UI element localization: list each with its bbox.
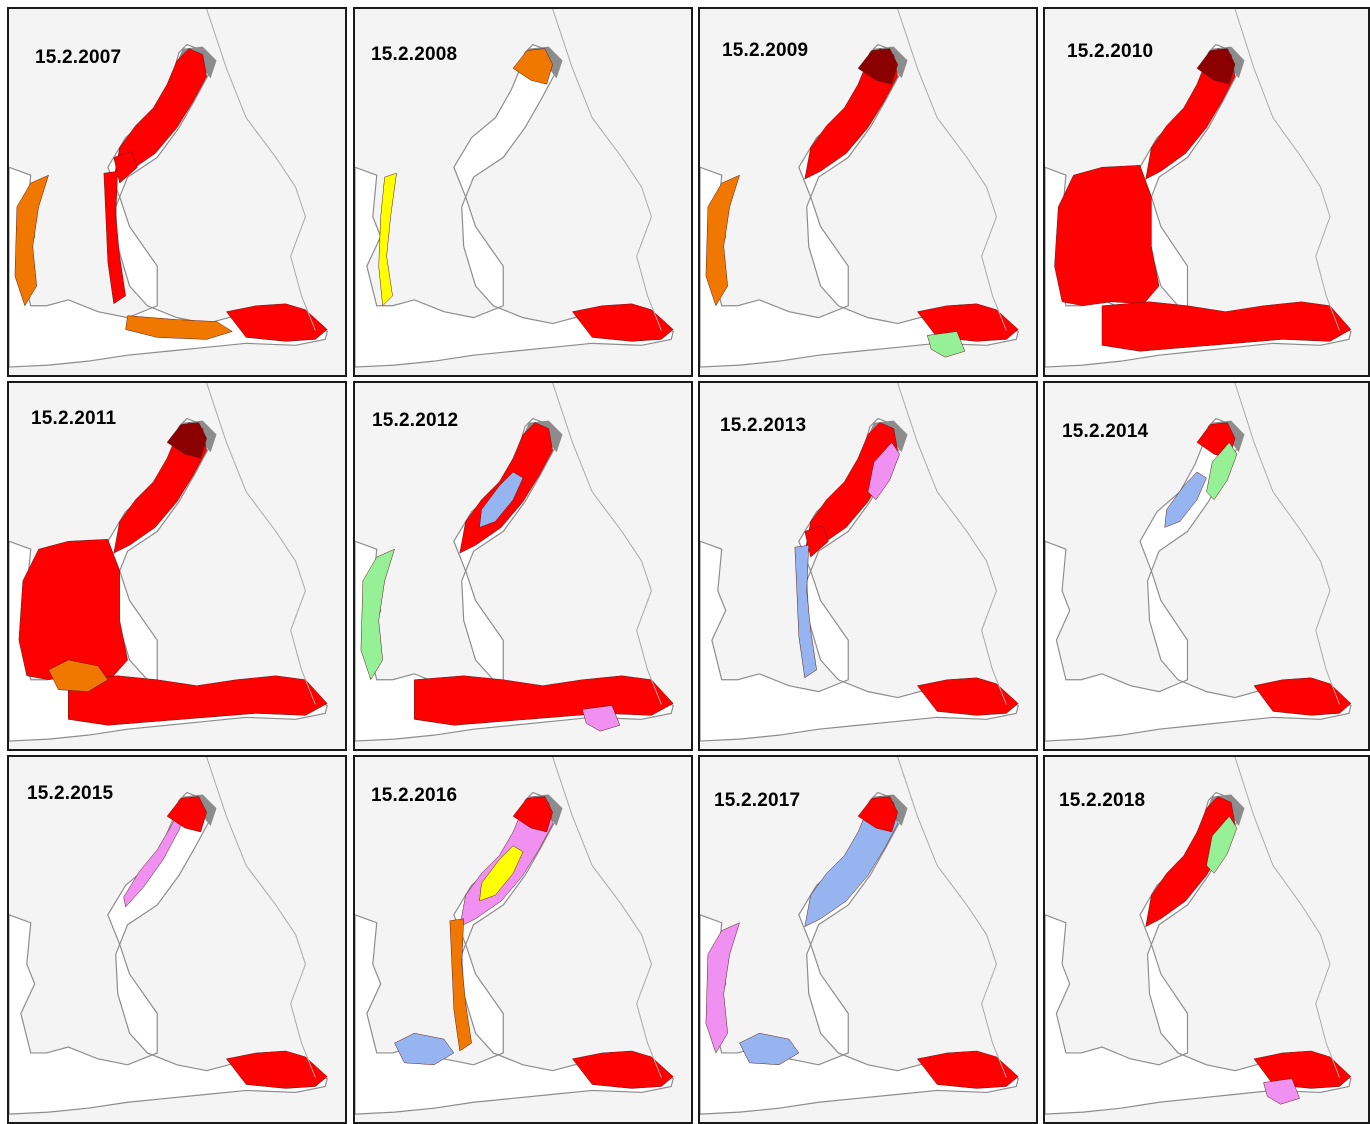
ice-map [700, 383, 1036, 749]
ice-zone-gulf-of-finland [1101, 301, 1352, 352]
ice-zone-bothnian-sea-west-coast [360, 548, 395, 681]
ice-map-panel: 15.2.2013 [698, 381, 1038, 751]
ice-zone-gulf-of-finland-east [225, 303, 328, 342]
ice-map [355, 757, 691, 1122]
ice-zone-bothnian-sea-west-coast [14, 174, 49, 307]
ice-map-panel: 15.2.2016 [353, 755, 693, 1124]
panel-date-label: 15.2.2013 [720, 415, 807, 436]
national-border-line [552, 9, 662, 331]
ice-zone-bothnian-bay-north [512, 48, 553, 85]
ice-zone-gulf-of-finland-east [571, 1050, 674, 1089]
ice-map [1045, 9, 1368, 375]
ice-zone-gulf-of-finland-south [581, 705, 621, 732]
ice-zone-bothnian-sea [18, 539, 128, 681]
panel-date-label: 15.2.2012 [372, 410, 459, 431]
ice-map-panel: 15.2.2018 [1043, 755, 1370, 1124]
ice-map-panel: 15.2.2007 [7, 7, 347, 377]
panel-date-label: 15.2.2015 [27, 783, 114, 804]
ice-zone-bothnian-bay-east [1206, 441, 1238, 501]
ice-zone-bothnian-bay-east [867, 441, 900, 501]
panel-date-label: 15.2.2016 [371, 785, 458, 806]
ice-zone-gulf-of-finland-east [1253, 677, 1352, 716]
ice-zone-gulf-of-finland [68, 675, 328, 726]
ice-zone-archipelago-sea [48, 659, 109, 692]
national-border-line [897, 9, 1007, 331]
national-border-line [206, 9, 316, 331]
national-border-line [552, 383, 662, 705]
national-border-line [1234, 757, 1340, 1078]
ice-map-panel: 15.2.2010 [1043, 7, 1370, 377]
ice-zone-bothnian-bay-north [1196, 48, 1236, 85]
ice-zone-bothnian-bay-north [857, 48, 898, 85]
panel-date-label: 15.2.2014 [1062, 421, 1149, 442]
national-border-line [897, 383, 1007, 705]
ice-zone-bothnian-bay-north [857, 796, 898, 833]
ice-zone-bothnian-bay-north [512, 796, 553, 833]
ice-map [9, 9, 345, 375]
ice-zone-bothnian-sea-west-coast [705, 922, 740, 1054]
panel-date-label: 15.2.2009 [722, 40, 809, 61]
ice-map [700, 9, 1036, 375]
ice-zone-bothnian-bay-north [166, 422, 207, 459]
ice-zone-bothnian-bay-center [479, 471, 524, 528]
ice-zone-bothnian-sea-west-coast [705, 174, 740, 307]
ice-zone-bothnian-bay-north [166, 796, 207, 833]
ice-map-panel: 15.2.2014 [1043, 381, 1370, 751]
ice-zone-gulf-of-finland-east [916, 677, 1019, 716]
national-border-line [206, 383, 316, 705]
national-border-line [206, 757, 316, 1078]
national-border-line [1234, 9, 1340, 331]
ice-zone-bothnian-sea-east-coast [449, 918, 472, 1052]
ice-zone-bothnian-sea-east-coast [103, 170, 126, 305]
ice-map-panel: 15.2.2015 [7, 755, 347, 1124]
panel-date-label: 15.2.2018 [1059, 790, 1146, 811]
panel-date-label: 15.2.2007 [35, 47, 122, 68]
ice-zone-bothnian-sea [1054, 165, 1160, 307]
ice-zone-archipelago-sea [739, 1032, 800, 1066]
ice-zone-bothnian-bay [1145, 796, 1236, 928]
ice-map-panel: 15.2.2009 [698, 7, 1038, 377]
ice-zone-coastal-fringe [378, 172, 397, 307]
ice-zone-bothnian-sea-east-coast [794, 544, 817, 679]
national-border-line [897, 757, 1007, 1078]
national-border-line [1234, 383, 1340, 705]
ice-map [1045, 757, 1368, 1122]
ice-map [9, 383, 345, 749]
ice-zone-bothnian-bay-center [1164, 471, 1207, 528]
ice-map-panel: 15.2.2008 [353, 7, 693, 377]
ice-zone-gulf-of-finland-south [926, 331, 966, 358]
ice-zone-archipelago-sea [394, 1032, 455, 1066]
ice-map [700, 757, 1036, 1122]
ice-map [355, 383, 691, 749]
ice-map-panel: 15.2.2017 [698, 755, 1038, 1124]
panel-date-label: 15.2.2017 [714, 790, 801, 811]
ice-map-panel: 15.2.2012 [353, 381, 693, 751]
ice-zone-gulf-of-finland-east [225, 1050, 328, 1089]
ice-zone-gulf-of-finland-east [571, 303, 674, 342]
ice-map [9, 757, 345, 1122]
panel-date-label: 15.2.2011 [31, 408, 117, 429]
national-border-line [552, 757, 662, 1078]
ice-map [355, 9, 691, 375]
ice-zone-gulf-of-finland-east [916, 1050, 1019, 1089]
ice-zone-gulf-of-finland-south [1263, 1078, 1300, 1105]
ice-zone-bothnian-bay-east [1206, 815, 1238, 874]
ice-zone-gulf-of-finland-west [125, 315, 233, 340]
ice-zone-bothnian-bay-center [479, 845, 524, 902]
panel-date-label: 15.2.2010 [1067, 41, 1154, 62]
ice-map-panel: 15.2.2011 [7, 381, 347, 751]
ice-map [1045, 383, 1368, 749]
panel-date-label: 15.2.2008 [371, 44, 458, 65]
